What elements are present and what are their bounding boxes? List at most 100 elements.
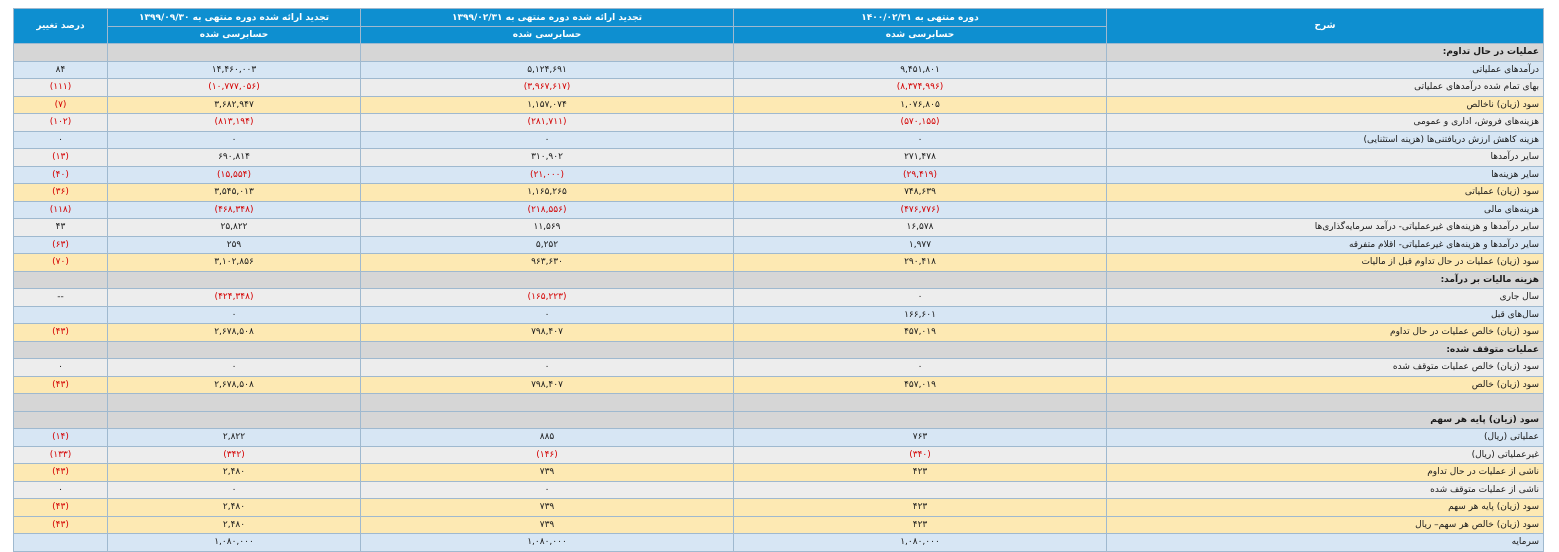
value-prior-period: ۳۱۰,۹۰۲ xyxy=(360,148,734,167)
value-prior-period: ۷۳۹ xyxy=(360,515,734,534)
row-description: سود (زیان) عملیات در حال تداوم قبل از ما… xyxy=(1106,253,1544,272)
row-description: سود (زیان) پایه هر سهم xyxy=(1106,410,1544,429)
value-current-period: (۸,۳۷۴,۹۹۶) xyxy=(733,78,1107,97)
row-description: هزینه‌های مالی xyxy=(1106,200,1544,219)
value-prior-period xyxy=(360,43,734,62)
row-description: سال جاری xyxy=(1106,288,1544,307)
value-restated-period xyxy=(107,393,361,412)
value-change-percent: (۷۰) xyxy=(13,253,108,272)
header-audited-prior: حسابرسی شده xyxy=(360,26,734,44)
value-restated-period: ۲,۴۸۰ xyxy=(107,498,361,517)
value-restated-period: (۳۴۲) xyxy=(107,445,361,464)
value-restated-period: ۰ xyxy=(107,305,361,324)
row-description: هزینه‌های فروش، اداری و عمومی xyxy=(1106,113,1544,132)
table-row: سود (زیان) عملیاتی ۷۴۸,۶۳۹ ۱,۱۶۵,۲۶۵ ۳,۵۴۵,… xyxy=(13,183,1544,202)
value-restated-period xyxy=(107,270,361,289)
table-row: سود (زیان) خالص ۴۵۷,۰۱۹ ۷۹۸,۴۰۷ ۲,۶۷۸,۵۰۸ (۴… xyxy=(13,375,1544,394)
value-current-period: ۲۷۱,۴۷۸ xyxy=(733,148,1107,167)
value-current-period xyxy=(733,43,1107,62)
table-row: هزینه کاهش ارزش دریافتنی‌ها (هزینه استثن… xyxy=(13,130,1544,149)
value-prior-period xyxy=(360,270,734,289)
row-description: عملیاتی (ریال) xyxy=(1106,428,1544,447)
value-change-percent: -- xyxy=(13,288,108,307)
value-restated-period: ۰ xyxy=(107,358,361,377)
value-prior-period: ۷۳۹ xyxy=(360,463,734,482)
row-description: هزینه مالیات بر درآمد: xyxy=(1106,270,1544,289)
table-body: عملیات در حال تداوم: درآمدهای عملیاتی ۹,۴۵… xyxy=(13,43,1544,552)
value-current-period: ۱,۰۸۰,۰۰۰ xyxy=(733,533,1107,552)
value-prior-period xyxy=(360,410,734,429)
value-current-period: (۴۷۶,۷۷۶) xyxy=(733,200,1107,219)
row-description: ناشی از عملیات در حال تداوم xyxy=(1106,463,1544,482)
value-change-percent xyxy=(13,305,108,324)
value-change-percent: (۱۴) xyxy=(13,428,108,447)
table-row: سایر درآمدها ۲۷۱,۴۷۸ ۳۱۰,۹۰۲ ۶۹۰,۸۱۴ (۱۳) xyxy=(13,148,1544,167)
header-period-restated: تجدید ارائه شده دوره منتهی به ۱۳۹۹/۰۹/۳۰ xyxy=(107,8,361,27)
value-change-percent: (۱۱۸) xyxy=(13,200,108,219)
value-prior-period: ۱,۱۶۵,۲۶۵ xyxy=(360,183,734,202)
value-change-percent: (۶۳) xyxy=(13,235,108,254)
value-restated-period: ۳,۶۸۲,۹۴۷ xyxy=(107,95,361,114)
table-row: سود (زیان) عملیات در حال تداوم قبل از ما… xyxy=(13,253,1544,272)
value-prior-period xyxy=(360,393,734,412)
value-current-period xyxy=(733,340,1107,359)
value-change-percent: (۴۳) xyxy=(13,463,108,482)
value-current-period: (۳۴۰) xyxy=(733,445,1107,464)
value-restated-period: (۱۰,۷۷۷,۰۵۶) xyxy=(107,78,361,97)
value-prior-period: ۰ xyxy=(360,480,734,499)
table-row: سود (زیان) پایه هر سهم ۴۲۳ ۷۳۹ ۲,۴۸۰ (۴۳) xyxy=(13,498,1544,517)
row-description: سایر درآمدها و هزینه‌های غیرعملیاتی- درآ… xyxy=(1106,218,1544,237)
value-prior-period: (۱۴۶) xyxy=(360,445,734,464)
value-current-period: ۴۲۳ xyxy=(733,498,1107,517)
value-prior-period: ۷۳۹ xyxy=(360,498,734,517)
value-restated-period: (۱۵,۵۵۴) xyxy=(107,165,361,184)
value-change-percent xyxy=(13,43,108,62)
row-description: درآمدهای عملیاتی xyxy=(1106,60,1544,79)
value-current-period: ۴۲۳ xyxy=(733,515,1107,534)
table-row: سود (زیان) خالص عملیات متوقف شده ۰ ۰ ۰ ۰ xyxy=(13,358,1544,377)
table-row: سود (زیان) خالص هر سهم– ریال ۴۲۳ ۷۳۹ ۲,۴۸۰(… xyxy=(13,515,1544,534)
value-change-percent: (۴۰) xyxy=(13,165,108,184)
value-prior-period: ۵,۱۲۴,۶۹۱ xyxy=(360,60,734,79)
value-current-period: ۲۹۰,۴۱۸ xyxy=(733,253,1107,272)
header-description: شرح xyxy=(1106,8,1544,44)
financial-statement-table: شرح دوره منتهی به ۱۴۰۰/۰۲/۳۱ تجدید ارائه… xyxy=(13,8,1544,552)
value-change-percent: (۴۳) xyxy=(13,498,108,517)
value-restated-period: ۲,۶۷۸,۵۰۸ xyxy=(107,375,361,394)
value-change-percent: ۸۴ xyxy=(13,60,108,79)
value-prior-period: (۳,۹۶۷,۶۱۷) xyxy=(360,78,734,97)
value-restated-period: (۴۶۸,۳۴۸) xyxy=(107,200,361,219)
value-prior-period: ۰ xyxy=(360,358,734,377)
table-row: سرمایه ۱,۰۸۰,۰۰۰ ۱,۰۸۰,۰۰۰ ۱,۰۸۰,۰۰۰ xyxy=(13,533,1544,552)
value-prior-period: ۸۸۵ xyxy=(360,428,734,447)
value-restated-period: (۸۱۳,۱۹۴) xyxy=(107,113,361,132)
value-restated-period: ۲,۴۸۰ xyxy=(107,463,361,482)
value-change-percent: (۴۳) xyxy=(13,323,108,342)
value-change-percent: ۴۳ xyxy=(13,218,108,237)
row-description: عملیات متوقف شده: xyxy=(1106,340,1544,359)
value-current-period: ۰ xyxy=(733,130,1107,149)
value-current-period: ۰ xyxy=(733,358,1107,377)
value-prior-period: ۵,۲۵۲ xyxy=(360,235,734,254)
row-description: هزینه کاهش ارزش دریافتنی‌ها (هزینه استثن… xyxy=(1106,130,1544,149)
table-row: عملیاتی (ریال) ۷۶۳ ۸۸۵ ۲,۸۲۲ (۱۴) xyxy=(13,428,1544,447)
row-description: سایر درآمدها و هزینه‌های غیرعملیاتی- اقل… xyxy=(1106,235,1544,254)
row-description: سود (زیان) پایه هر سهم xyxy=(1106,498,1544,517)
value-restated-period: ۲,۶۷۸,۵۰۸ xyxy=(107,323,361,342)
value-prior-period: ۹۶۳,۶۳۰ xyxy=(360,253,734,272)
value-restated-period xyxy=(107,340,361,359)
value-prior-period: ۰ xyxy=(360,305,734,324)
value-prior-period: (۲۱,۰۰۰) xyxy=(360,165,734,184)
value-change-percent: (۴۳) xyxy=(13,375,108,394)
value-restated-period: ۳,۱۰۲,۸۵۶ xyxy=(107,253,361,272)
row-description: سود (زیان) خالص عملیات در حال تداوم xyxy=(1106,323,1544,342)
value-restated-period xyxy=(107,410,361,429)
row-description: غیرعملیاتی (ریال) xyxy=(1106,445,1544,464)
row-description: سود (زیان) خالص هر سهم– ریال xyxy=(1106,515,1544,534)
value-current-period: ۱۶,۵۷۸ xyxy=(733,218,1107,237)
value-change-percent xyxy=(13,393,108,412)
financial-statement-table-container: شرح دوره منتهی به ۱۴۰۰/۰۲/۳۱ تجدید ارائه… xyxy=(13,8,1544,552)
table-row: هزینه‌های مالی (۴۷۶,۷۷۶) (۲۱۸,۵۵۶) (۴۶۸,۳۴۸… xyxy=(13,200,1544,219)
value-prior-period: (۲۱۸,۵۵۶) xyxy=(360,200,734,219)
table-row: سایر درآمدها و هزینه‌های غیرعملیاتی- اقل… xyxy=(13,235,1544,254)
